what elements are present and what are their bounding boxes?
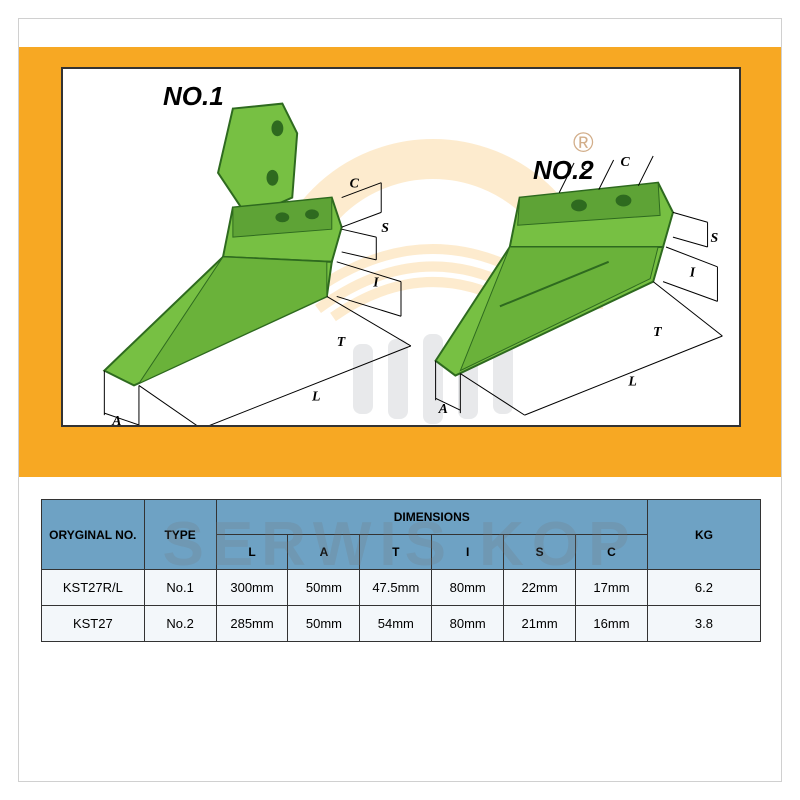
cell-KG: 3.8	[647, 606, 760, 642]
cell-I: 80mm	[432, 570, 504, 606]
svg-text:S: S	[381, 220, 389, 235]
cell-C: 16mm	[576, 606, 648, 642]
cell-type: No.2	[144, 606, 216, 642]
cell-orig: KST27	[42, 606, 145, 642]
svg-text:L: L	[627, 373, 636, 388]
cell-S: 21mm	[504, 606, 576, 642]
svg-text:C: C	[621, 154, 631, 169]
diagram-panel: ® NO.1 NO.2	[61, 67, 741, 427]
part-diagram-svg: C S I T L A	[63, 69, 739, 425]
cell-C: 17mm	[576, 570, 648, 606]
svg-text:A: A	[111, 413, 121, 425]
col-T: T	[360, 535, 432, 570]
col-S: S	[504, 535, 576, 570]
dimensions-table: ORYGINAL NO. TYPE DIMENSIONS KG L A T I …	[41, 499, 761, 642]
cell-I: 80mm	[432, 606, 504, 642]
svg-text:T: T	[653, 324, 662, 339]
part-no2: C C S I T L A	[436, 154, 723, 416]
svg-text:T: T	[337, 334, 346, 349]
col-type: TYPE	[144, 500, 216, 570]
cell-T: 54mm	[360, 606, 432, 642]
svg-text:S: S	[711, 230, 719, 245]
svg-text:C: C	[350, 176, 360, 191]
col-kg: KG	[647, 500, 760, 570]
col-original-no: ORYGINAL NO.	[42, 500, 145, 570]
table-header-row: ORYGINAL NO. TYPE DIMENSIONS KG	[42, 500, 761, 535]
cell-S: 22mm	[504, 570, 576, 606]
table-row: KST27 No.2 285mm 50mm 54mm 80mm 21mm 16m…	[42, 606, 761, 642]
svg-text:L: L	[311, 388, 320, 403]
outer-frame: ® NO.1 NO.2	[18, 18, 782, 782]
cell-T: 47.5mm	[360, 570, 432, 606]
col-C: C	[576, 535, 648, 570]
col-L: L	[216, 535, 288, 570]
cell-L: 285mm	[216, 606, 288, 642]
svg-text:I: I	[689, 265, 696, 280]
part-no1: C S I T L A	[104, 104, 411, 425]
svg-text:C: C	[581, 158, 591, 173]
col-A: A	[288, 535, 360, 570]
cell-orig: KST27R/L	[42, 570, 145, 606]
cell-type: No.1	[144, 570, 216, 606]
svg-text:A: A	[438, 401, 448, 416]
cell-A: 50mm	[288, 606, 360, 642]
table-row: KST27R/L No.1 300mm 50mm 47.5mm 80mm 22m…	[42, 570, 761, 606]
svg-text:I: I	[372, 275, 379, 290]
col-I: I	[432, 535, 504, 570]
cell-A: 50mm	[288, 570, 360, 606]
col-dimensions: DIMENSIONS	[216, 500, 647, 535]
cell-KG: 6.2	[647, 570, 760, 606]
cell-L: 300mm	[216, 570, 288, 606]
